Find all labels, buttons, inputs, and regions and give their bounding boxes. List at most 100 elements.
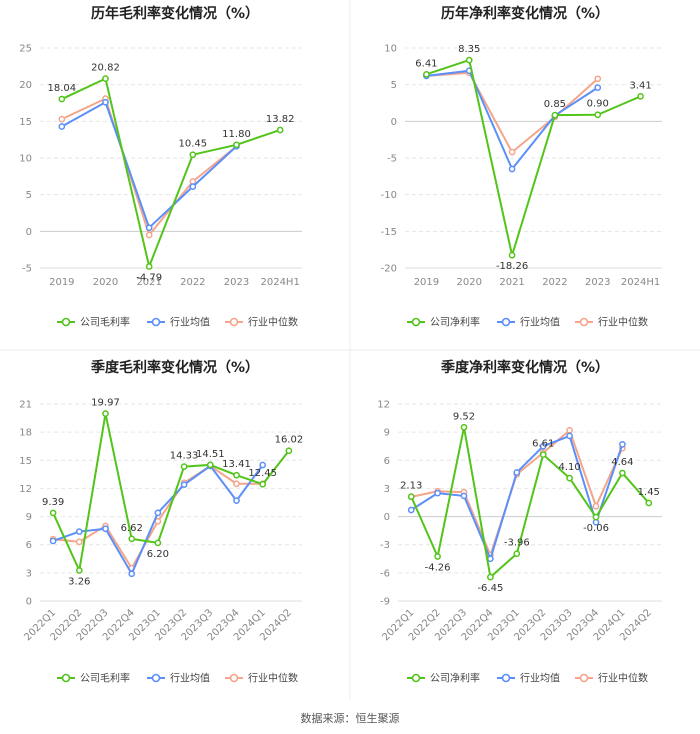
point-company [460, 423, 468, 431]
point-company [513, 550, 521, 558]
y-tick-label: -3 [380, 540, 390, 551]
data-label: 1.45 [638, 487, 660, 498]
data-label: 8.35 [458, 44, 480, 55]
series-line-company [61, 77, 281, 268]
point-company [619, 469, 626, 477]
data-label: 14.51 [196, 449, 225, 460]
legend-label-company: 公司净利率 [430, 672, 480, 685]
y-tick-label: 9 [384, 428, 390, 439]
legend-marker-median [229, 673, 239, 683]
point-avg [180, 481, 188, 489]
data-label: 0.85 [544, 99, 566, 110]
legend-label-avg: 行业均值 [520, 316, 560, 329]
point-company [508, 251, 516, 259]
y-tick-label: -6 [380, 568, 390, 579]
point-company [206, 461, 214, 469]
point-avg [102, 525, 109, 533]
point-company [592, 513, 600, 521]
legend-marker-avg [151, 673, 161, 683]
x-tick-label: 2019 [414, 277, 439, 288]
legend-marker-company [411, 317, 421, 327]
legend-label-median: 行业中位数 [598, 672, 648, 685]
chart-title: 历年净利率变化情况（%） [441, 5, 609, 22]
x-tick-label: 2019 [49, 277, 74, 288]
legend-marker-company [61, 673, 71, 683]
point-avg [128, 570, 136, 578]
series-line-median [61, 97, 238, 236]
data-label: 6.41 [415, 58, 437, 69]
point-company [180, 463, 188, 470]
legend-marker-avg [151, 317, 161, 327]
data-label: 16.02 [275, 435, 304, 446]
point-median [58, 115, 66, 123]
y-tick-label: 0 [26, 227, 32, 238]
legend-marker-median [229, 317, 239, 327]
data-label: 11.80 [222, 129, 251, 140]
point-avg [434, 489, 441, 497]
y-tick-label: 0 [384, 512, 390, 523]
y-tick-label: 5 [26, 190, 32, 201]
y-tick-label: 3 [26, 568, 32, 579]
x-tick-label: 2022 [180, 277, 205, 288]
point-avg [189, 183, 197, 190]
data-label: 4.10 [558, 462, 580, 473]
point-company [233, 471, 240, 479]
point-median [233, 480, 240, 488]
y-tick-label: 20 [19, 80, 32, 91]
y-tick-label: -5 [387, 154, 397, 165]
data-label: 3.41 [629, 80, 651, 91]
chart-title: 季度净利率变化情况（%） [440, 359, 609, 376]
y-tick-label: 6 [384, 456, 390, 467]
data-label: -4.79 [136, 272, 162, 283]
point-company [145, 263, 153, 270]
x-tick-label: 2021 [499, 277, 524, 288]
point-avg [566, 432, 573, 440]
data-label: 20.82 [91, 63, 120, 74]
point-avg [619, 440, 626, 448]
x-tick-label: 2020 [457, 277, 482, 288]
legend-marker-avg [501, 317, 511, 327]
y-tick-label: 0 [391, 117, 397, 128]
y-tick-label: 25 [19, 44, 32, 55]
point-median [566, 426, 573, 434]
legend-label-avg: 行业均值 [170, 672, 210, 685]
legend-label-company: 公司毛利率 [80, 316, 130, 329]
data-label: 2.13 [400, 481, 422, 492]
point-company [434, 553, 441, 560]
point-company [407, 493, 415, 500]
point-company [49, 509, 57, 517]
data-label: 18.04 [48, 83, 77, 94]
point-avg [594, 84, 602, 91]
y-tick-label: -5 [22, 264, 32, 275]
data-label: 13.41 [222, 459, 251, 470]
y-tick-label: 18 [19, 428, 32, 439]
y-tick-label: 10 [19, 154, 32, 165]
y-tick-label: -15 [381, 227, 397, 238]
data-label: 12.45 [248, 468, 277, 479]
y-tick-label: 15 [19, 456, 32, 467]
data-label: -0.06 [583, 523, 609, 534]
point-company [276, 126, 284, 134]
data-label: 6.20 [147, 549, 169, 560]
data-label: 4.64 [611, 457, 633, 468]
y-tick-label: 12 [377, 400, 390, 411]
point-avg [58, 123, 66, 130]
series-line-company [52, 412, 290, 572]
point-company [128, 535, 136, 543]
data-label: 9.39 [42, 497, 64, 508]
point-avg [49, 537, 57, 545]
point-company [423, 70, 430, 78]
point-avg [154, 509, 162, 517]
point-company [637, 92, 644, 100]
point-median [508, 148, 516, 156]
data-label: 19.97 [91, 398, 120, 409]
legend-marker-avg [501, 673, 511, 683]
point-avg [508, 165, 516, 173]
point-company [102, 75, 109, 83]
data-label: 9.52 [453, 411, 475, 422]
point-company [154, 539, 162, 547]
series-line-median [410, 429, 624, 557]
y-tick-label: 3 [384, 484, 390, 495]
point-company [75, 567, 83, 574]
